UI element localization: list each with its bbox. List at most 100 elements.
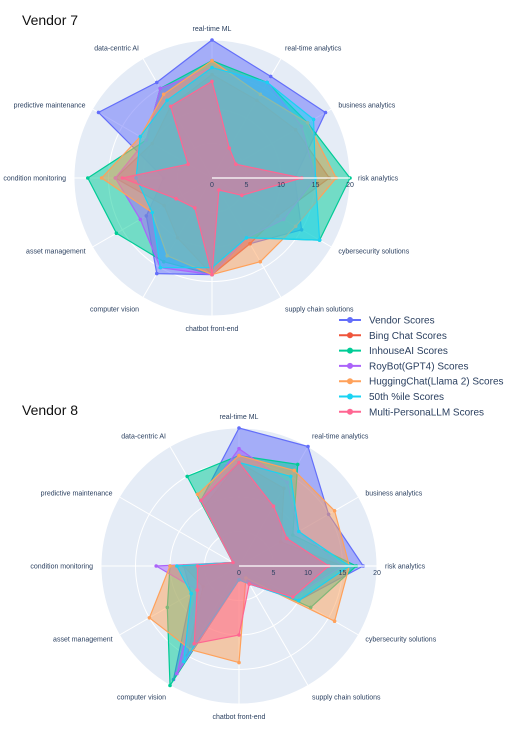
data-point-huggingchat-llama-2-scores xyxy=(99,176,104,180)
data-point-multi-personallm-scores xyxy=(227,146,232,150)
legend-item-50th-ile-scores[interactable]: 50th %ile Scores xyxy=(339,392,444,403)
data-point-roybot-gpt4-scores xyxy=(158,86,162,91)
radial-tick-label: 20 xyxy=(373,570,381,577)
data-point-inhouseai-scores xyxy=(295,462,300,467)
legend-swatch-marker xyxy=(347,378,353,385)
legend-label: InhouseAI Scores xyxy=(369,346,448,357)
legend-label: HuggingChat(Llama 2) Scores xyxy=(369,377,504,388)
data-point-multi-personallm-scores xyxy=(195,564,200,568)
angular-axis-label: asset management xyxy=(53,637,113,644)
legend-label: RoyBot(GPT4) Scores xyxy=(369,361,468,372)
data-point-50th-ile-scores xyxy=(175,564,179,568)
angular-axis-label: asset management xyxy=(26,249,86,256)
angular-axis-label: real-time ML xyxy=(193,26,232,33)
angular-axis-label: cybersecurity solutions xyxy=(338,249,409,256)
data-point-50th-ile-scores xyxy=(317,238,322,242)
data-point-multi-personallm-scores xyxy=(199,498,203,503)
data-point-multi-personallm-scores xyxy=(195,588,199,592)
legend: Vendor Scores Bing Chat Scores InhouseAI S… xyxy=(339,316,504,418)
data-point-huggingchat-llama-2-scores xyxy=(292,468,297,473)
data-point-multi-personallm-scores xyxy=(120,176,125,180)
angular-axis-label: risk analytics xyxy=(358,176,399,183)
data-point-vendor-scores xyxy=(237,426,241,430)
legend-item-huggingchat-llama-2-scores[interactable]: HuggingChat(Llama 2) Scores xyxy=(339,377,504,388)
chart-title: Vendor 7 xyxy=(22,12,78,28)
data-point-multi-personallm-scores xyxy=(285,536,289,541)
angular-axis-label: risk analytics xyxy=(385,564,426,571)
radar-chart-vendor-8: 0 5 10 15 20 real-time ML real-time analytics b… xyxy=(30,414,436,721)
data-point-huggingchat-llama-2-scores xyxy=(332,619,337,623)
legend-item-roybot-gpt4-scores[interactable]: RoyBot(GPT4) Scores xyxy=(339,361,468,372)
radial-tick-label: 0 xyxy=(237,570,241,577)
data-point-multi-personallm-scores xyxy=(217,188,221,192)
radial-tick-label: 15 xyxy=(312,182,320,189)
angular-gridline xyxy=(238,565,309,686)
angular-gridline xyxy=(119,496,240,567)
angular-axis-label: computer vision xyxy=(90,306,139,313)
data-point-50th-ile-scores xyxy=(182,659,186,664)
radial-tick-label: 0 xyxy=(210,182,214,189)
radial-tick-label: 15 xyxy=(339,570,347,577)
data-point-inhouseai-scores xyxy=(114,231,119,235)
angular-axis-label: cybersecurity solutions xyxy=(365,637,436,644)
data-point-huggingchat-llama-2-scores xyxy=(332,509,337,513)
legend-label: Bing Chat Scores xyxy=(369,331,447,342)
angular-axis-label: chatbot front-end xyxy=(186,326,239,333)
data-point-50th-ile-scores xyxy=(311,117,316,122)
radial-tick-label: 10 xyxy=(304,570,312,577)
data-point-inhouseai-scores xyxy=(86,176,90,180)
data-point-huggingchat-llama-2-scores xyxy=(168,564,172,568)
legend-item-multi-personallm-scores[interactable]: Multi-PersonaLLM Scores xyxy=(339,407,484,418)
angular-axis-label: data-centric AI xyxy=(121,434,166,441)
legend-label: Multi-PersonaLLM Scores xyxy=(369,407,484,418)
data-point-vendor-scores xyxy=(96,110,101,115)
angular-axis-label: data-centric AI xyxy=(94,46,139,53)
angular-axis-label: supply chain solutions xyxy=(312,694,381,701)
angular-axis-label: condition monitoring xyxy=(3,176,66,183)
data-point-multi-personallm-scores xyxy=(210,79,214,84)
data-point-multi-personallm-scores xyxy=(240,193,244,198)
angular-axis-label: predictive maintenance xyxy=(41,491,113,498)
angular-axis-label: computer vision xyxy=(117,694,166,701)
data-point-roybot-gpt4-scores xyxy=(175,671,179,676)
data-point-vendor-scores xyxy=(210,38,214,42)
data-point-50th-ile-scores xyxy=(244,236,249,240)
legend-swatch-marker xyxy=(347,347,353,354)
data-point-vendor-scores xyxy=(268,74,273,79)
data-point-roybot-gpt4-scores xyxy=(237,446,241,451)
data-point-multi-personallm-scores xyxy=(234,162,238,166)
data-point-50th-ile-scores xyxy=(210,65,214,70)
data-point-multi-personallm-scores xyxy=(291,595,295,599)
data-point-50th-ile-scores xyxy=(158,265,163,270)
data-point-50th-ile-scores xyxy=(289,474,293,479)
data-point-50th-ile-scores xyxy=(150,210,154,215)
angular-axis-label: business analytics xyxy=(338,103,395,110)
data-point-roybot-gpt4-scores xyxy=(138,217,143,222)
data-point-50th-ile-scores xyxy=(297,529,301,534)
data-point-multi-personallm-scores xyxy=(210,272,214,277)
data-point-huggingchat-llama-2-scores xyxy=(195,492,200,497)
angular-axis-label: supply chain solutions xyxy=(285,306,354,313)
legend-item-bing-chat-scores[interactable]: Bing Chat Scores xyxy=(339,331,447,342)
radial-tick-label: 10 xyxy=(277,182,285,189)
legend-label: Vendor Scores xyxy=(369,316,435,327)
data-point-50th-ile-scores xyxy=(165,98,169,103)
data-point-multi-personallm-scores xyxy=(168,104,173,109)
data-point-inhouseai-scores xyxy=(168,683,172,688)
chart-title: Vendor 8 xyxy=(22,402,78,418)
data-point-multi-personallm-scores xyxy=(186,162,190,166)
angular-axis-label: chatbot front-end xyxy=(213,714,266,721)
legend-item-vendor-scores[interactable]: Vendor Scores xyxy=(339,316,435,327)
data-point-multi-personallm-scores xyxy=(192,641,196,646)
legend-swatch-marker xyxy=(347,408,353,415)
data-point-multi-personallm-scores xyxy=(237,460,241,465)
legend-item-inhouseai-scores[interactable]: InhouseAI Scores xyxy=(339,346,448,357)
data-point-huggingchat-llama-2-scores xyxy=(210,58,214,63)
data-point-50th-ile-scores xyxy=(297,598,301,603)
data-point-huggingchat-llama-2-scores xyxy=(237,660,241,665)
radial-tick-label: 20 xyxy=(346,182,354,189)
data-point-50th-ile-scores xyxy=(189,591,193,596)
radar-chart-vendor-7: 0 5 10 15 20 real-time ML real-time analytics b… xyxy=(3,26,409,333)
legend-swatch-marker xyxy=(347,332,353,339)
